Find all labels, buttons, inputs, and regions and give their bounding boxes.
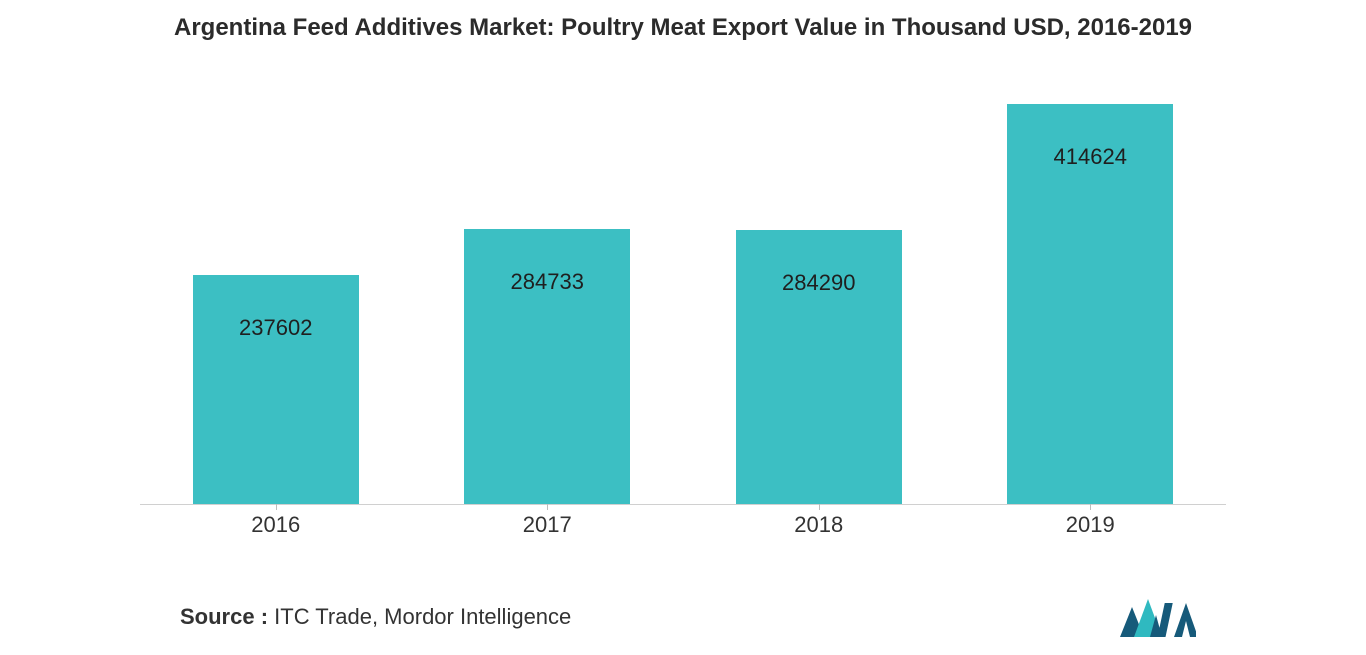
bar-slot: 2847332017: [412, 70, 684, 504]
bar: 237602: [193, 275, 359, 504]
bar: 284733: [464, 229, 630, 504]
source-text: ITC Trade, Mordor Intelligence: [268, 604, 571, 629]
mordor-logo: [1120, 597, 1196, 637]
category-label: 2017: [412, 512, 684, 538]
plot-area: 2376022016284733201728429020184146242019: [140, 70, 1226, 505]
category-label: 2019: [955, 512, 1227, 538]
axis-tick: [276, 504, 277, 510]
bars-row: 2376022016284733201728429020184146242019: [140, 70, 1226, 504]
source-line: Source : ITC Trade, Mordor Intelligence: [180, 604, 571, 630]
bar-slot: 2376022016: [140, 70, 412, 504]
bar-value-label: 284733: [464, 269, 630, 295]
source-label: Source :: [180, 604, 268, 629]
bar-value-label: 414624: [1007, 144, 1173, 170]
bar-slot: 4146242019: [955, 70, 1227, 504]
bar: 284290: [736, 230, 902, 504]
category-label: 2016: [140, 512, 412, 538]
bar-value-label: 237602: [193, 315, 359, 341]
chart-title: Argentina Feed Additives Market: Poultry…: [0, 14, 1366, 42]
mordor-logo-icon: [1120, 597, 1196, 637]
bar-slot: 2842902018: [683, 70, 955, 504]
bar-value-label: 284290: [736, 270, 902, 296]
axis-tick: [547, 504, 548, 510]
axis-tick: [819, 504, 820, 510]
chart-container: Argentina Feed Additives Market: Poultry…: [0, 0, 1366, 655]
bar: 414624: [1007, 104, 1173, 504]
category-label: 2018: [683, 512, 955, 538]
axis-tick: [1090, 504, 1091, 510]
